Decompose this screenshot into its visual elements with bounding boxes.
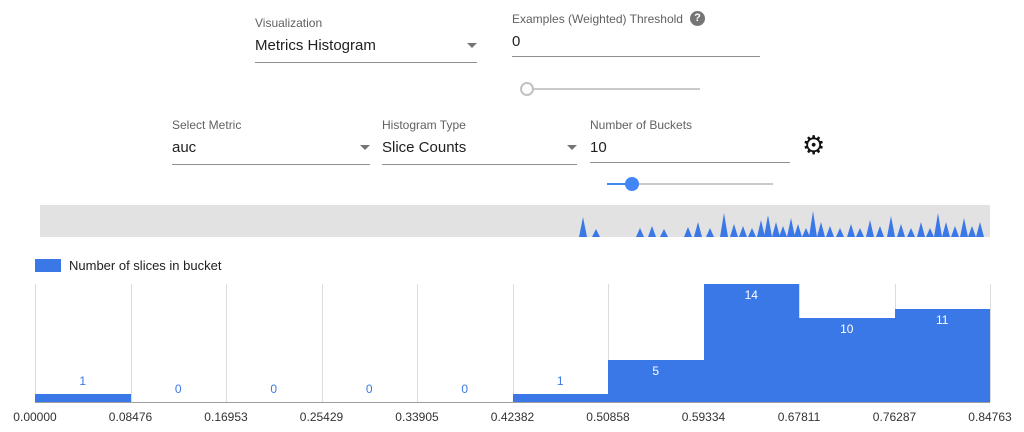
- bar-value-label: 1: [79, 374, 87, 388]
- x-axis: 0.00000 0.08476 0.16953 0.25429 0.33905 0.423…: [13, 410, 1011, 426]
- bar-value-label: 5: [652, 364, 660, 378]
- threshold-slider-track: [522, 88, 700, 90]
- overview-brush-strip[interactable]: [40, 205, 990, 237]
- chevron-down-icon: [467, 43, 477, 48]
- bar-value-label: 1: [556, 374, 564, 388]
- select-metric-label: Select Metric: [172, 118, 242, 132]
- num-buckets-slider-fill: [607, 183, 632, 185]
- x-axis-tick-label: 0.59334: [681, 410, 726, 424]
- num-buckets-slider-track: [607, 183, 773, 185]
- x-axis-tick-label: 0.67811: [777, 410, 821, 424]
- histogram-bar[interactable]: [703, 284, 799, 402]
- threshold-slider[interactable]: [520, 82, 700, 96]
- num-buckets-field[interactable]: Number of Buckets: [590, 118, 790, 163]
- x-axis-tick-label: 0.33905: [395, 410, 439, 424]
- bar-value-label: 14: [744, 288, 758, 302]
- gridline: [417, 284, 418, 402]
- x-axis-tick-label: 0.76287: [872, 410, 917, 424]
- help-icon[interactable]: ?: [689, 11, 705, 26]
- gridline: [35, 284, 36, 402]
- select-metric-select[interactable]: Select Metric auc: [172, 118, 370, 165]
- num-buckets-label: Number of Buckets: [590, 118, 693, 132]
- histogram-bar[interactable]: [799, 318, 895, 402]
- settings-gear-icon[interactable]: ⚙: [802, 130, 826, 160]
- threshold-field[interactable]: Examples (Weighted) Threshold ?: [512, 11, 760, 57]
- gridline: [990, 284, 991, 402]
- threshold-input[interactable]: [512, 33, 760, 50]
- bar-value-label: 0: [461, 382, 469, 396]
- x-axis-tick-label: 0.16953: [204, 410, 248, 424]
- threshold-label: Examples (Weighted) Threshold: [512, 11, 683, 26]
- gridline: [321, 284, 323, 402]
- gridline: [130, 284, 132, 402]
- x-axis-tick-label: 0.50858: [586, 410, 630, 424]
- legend-label: Number of slices in bucket: [69, 258, 222, 273]
- histogram-plot: 1 0 0 0 0 1 5 14 10 11: [35, 284, 991, 403]
- bar-value-label: 0: [365, 382, 373, 396]
- bar-value-label: 0: [174, 382, 182, 396]
- visualization-label: Visualization: [255, 16, 323, 30]
- select-metric-value: auc: [172, 139, 197, 156]
- overview-strip-svg: [579, 211, 984, 237]
- legend: Number of slices in bucket: [35, 258, 221, 273]
- x-axis-tick-label: 0.00000: [13, 410, 57, 424]
- num-buckets-slider[interactable]: [607, 177, 773, 191]
- histogram-bar[interactable]: [608, 360, 704, 402]
- histogram-type-value: Slice Counts: [382, 139, 467, 156]
- threshold-slider-knob[interactable]: [520, 82, 534, 96]
- bar-value-label: 11: [936, 313, 949, 327]
- histogram-bar[interactable]: [512, 394, 608, 402]
- gridline: [512, 284, 514, 402]
- histogram-type-select[interactable]: Histogram Type Slice Counts: [382, 118, 577, 165]
- x-axis-tick-label: 0.42382: [490, 410, 535, 424]
- x-axis-tick-label: 0.08476: [108, 410, 153, 424]
- legend-swatch: [35, 259, 61, 272]
- visualization-value: Metrics Histogram: [255, 37, 376, 54]
- num-buckets-input[interactable]: [590, 139, 790, 156]
- histogram-bar[interactable]: [894, 309, 990, 402]
- visualization-select[interactable]: Visualization Metrics Histogram: [255, 16, 477, 63]
- gridline: [608, 284, 609, 402]
- histogram-bar[interactable]: [35, 394, 131, 402]
- num-buckets-slider-knob[interactable]: [624, 177, 639, 191]
- gridline: [226, 284, 227, 402]
- x-axis-tick-label: 0.25429: [299, 410, 344, 424]
- chevron-down-icon: [360, 145, 370, 150]
- bar-value-label: 10: [840, 322, 854, 336]
- chevron-down-icon: [567, 145, 577, 150]
- x-axis-tick-label: 0.84763: [968, 410, 1012, 424]
- histogram-type-label: Histogram Type: [382, 118, 466, 132]
- bar-value-label: 0: [270, 382, 278, 396]
